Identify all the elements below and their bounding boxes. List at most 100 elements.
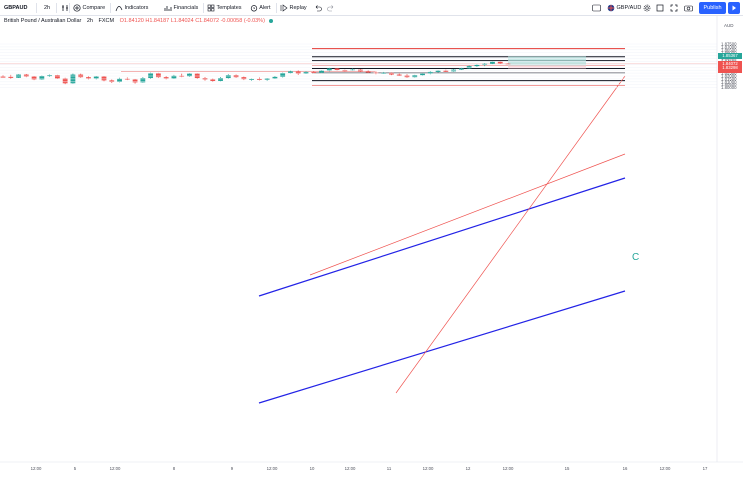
- symbol-pair-label: GBP/AUD: [616, 5, 642, 11]
- candle-body: [342, 70, 348, 72]
- financials-icon: [164, 5, 172, 11]
- candle-body: [225, 75, 231, 79]
- play-icon: [732, 5, 736, 11]
- templates-label: Templates: [216, 5, 242, 11]
- candle-body: [443, 70, 449, 72]
- chart-axes: 1.875001.870001.865001.860001.855001.850…: [0, 16, 743, 471]
- ohlc-values: O1.84120 H1.84187 L1.84024 C1.84072 -0.0…: [119, 18, 265, 24]
- candle-body: [148, 73, 154, 79]
- candle-body: [62, 78, 68, 84]
- time-tick-label: 12:00: [423, 466, 434, 471]
- candle-body: [490, 61, 495, 64]
- interval-selector[interactable]: 2h: [44, 5, 51, 11]
- channel-upper-line: [258, 177, 626, 297]
- candle-body: [132, 79, 138, 83]
- candle-body: [109, 80, 115, 82]
- wave-label-c: C: [632, 252, 640, 263]
- compare-button[interactable]: Compare: [73, 3, 105, 13]
- candle-body: [326, 68, 332, 71]
- price-chart[interactable]: 1.875001.870001.865001.860001.855001.850…: [0, 16, 743, 477]
- currency-label: AUD: [724, 23, 734, 28]
- candle-body: [101, 76, 107, 81]
- candle-body: [427, 71, 433, 74]
- candle-body: [357, 69, 363, 72]
- candle-body: [54, 75, 60, 79]
- legend-interval: 2h: [86, 18, 93, 24]
- candle-body: [187, 73, 192, 77]
- candle-body: [140, 78, 146, 83]
- candle-body: [171, 75, 177, 79]
- legend-exchange: FXCM: [98, 18, 115, 24]
- redo-icon[interactable]: [327, 3, 335, 13]
- indicators-button[interactable]: Indicators: [115, 3, 148, 13]
- candle-body: [0, 76, 6, 78]
- candle-body: [117, 78, 122, 82]
- candle-body: [334, 68, 340, 71]
- price-tick-label: 1.82000: [721, 74, 737, 79]
- candle-body: [86, 77, 91, 79]
- time-tick-label: 10: [310, 466, 315, 471]
- alert-label: Alert: [259, 5, 271, 11]
- last-price-label: 1.84072: [718, 60, 742, 67]
- time-tick-label: 5: [74, 466, 77, 471]
- replay-icon: [280, 3, 288, 12]
- candle-body: [23, 74, 29, 77]
- replay-button[interactable]: Replay: [280, 3, 307, 13]
- candlestick-series: [0, 61, 511, 85]
- trend-drawings: [258, 75, 626, 404]
- toolbar-divider: [110, 3, 111, 13]
- toolbar-divider: [36, 3, 37, 13]
- time-tick-label: 12:00: [503, 466, 514, 471]
- candle-body: [319, 70, 324, 73]
- fullscreen-icon[interactable]: [656, 3, 664, 13]
- instrument-title: British Pound / Australian Dollar: [4, 18, 82, 24]
- candle-body: [280, 73, 286, 77]
- publish-options-button[interactable]: [728, 2, 740, 14]
- symbol-switch[interactable]: GBP/AUD: [607, 3, 641, 13]
- market-status-dot: [269, 18, 274, 23]
- publish-button[interactable]: Publish: [699, 2, 726, 14]
- camera-icon[interactable]: [684, 3, 693, 13]
- time-tick-label: 12:00: [31, 466, 42, 471]
- chart-legend: British Pound / Australian Dollar 2h FXC…: [4, 18, 274, 26]
- candle-body: [389, 72, 394, 75]
- layout-toggle-icon[interactable]: [592, 3, 601, 13]
- time-tick-label: 12:00: [660, 466, 671, 471]
- financials-button[interactable]: Financials: [164, 3, 198, 13]
- candle-body: [93, 76, 99, 79]
- time-tick-label: 17: [703, 466, 708, 471]
- compare-label: Compare: [82, 5, 106, 11]
- bar-style-icon[interactable]: [61, 3, 69, 13]
- candle-body: [8, 76, 14, 78]
- indicators-icon: [115, 5, 123, 11]
- candle-body: [210, 79, 216, 81]
- toolbar-divider: [203, 3, 204, 13]
- candle-body: [451, 69, 457, 72]
- settings-gear-icon[interactable]: [643, 3, 651, 13]
- candle-body: [311, 71, 317, 73]
- fullscreen-expand-icon[interactable]: [670, 3, 678, 13]
- candle-body: [365, 71, 371, 73]
- symbol-search[interactable]: GBPAUD: [4, 5, 28, 11]
- financials-label: Financials: [173, 5, 199, 11]
- candle-body: [458, 68, 464, 70]
- time-tick-label: 12:00: [267, 466, 278, 471]
- time-tick-label: 12:00: [110, 466, 121, 471]
- top-toolbar: GBPAUD 2h Compare Indicators Financials …: [0, 0, 743, 16]
- candle-body: [241, 77, 247, 80]
- add-circle-icon: [73, 3, 81, 12]
- price-tick-label: 1.86000: [721, 50, 737, 55]
- undo-icon[interactable]: [314, 3, 322, 13]
- toolbar-divider: [56, 3, 57, 13]
- time-tick-label: 12: [466, 466, 471, 471]
- candle-body: [272, 76, 278, 79]
- candle-body: [295, 71, 301, 74]
- alert-button[interactable]: Alert: [250, 3, 271, 13]
- templates-button[interactable]: Templates: [207, 3, 242, 13]
- candle-body: [39, 76, 45, 80]
- time-tick-label: 15: [565, 466, 570, 471]
- position-zones: [508, 56, 586, 69]
- target-price-label: 1.85367: [718, 53, 742, 60]
- price-tick-label: 1.87000: [721, 44, 737, 49]
- price-tick-label: 1.81500: [721, 76, 737, 81]
